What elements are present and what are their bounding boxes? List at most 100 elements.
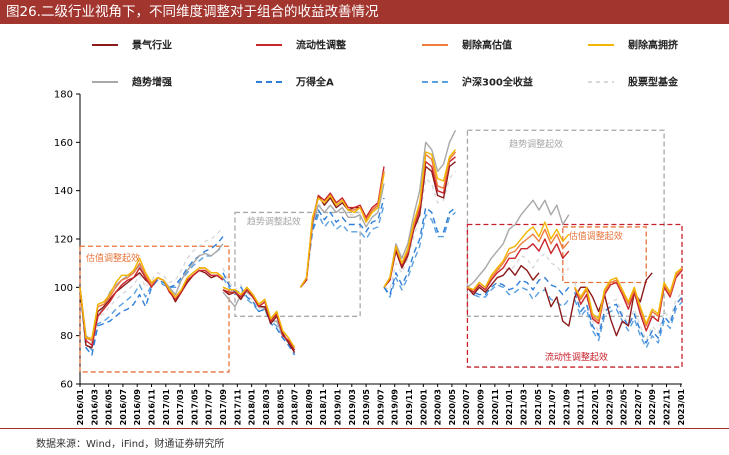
legend-label-7: 沪深300全收益	[462, 76, 533, 89]
x-tick-label: 2016/09	[133, 389, 142, 426]
legend-label-1: 景气行业	[132, 39, 172, 52]
x-tick-label: 2021/01	[505, 389, 514, 426]
series-line-5	[222, 291, 296, 353]
x-tick-label: 2018/05	[276, 389, 285, 426]
box-trend-1	[234, 211, 361, 317]
series-line-4	[222, 286, 296, 349]
x-tick-label: 2020/11	[491, 389, 500, 426]
box-valuation-2	[562, 226, 647, 284]
y-tick-label: 100	[54, 283, 73, 294]
series-line-5	[383, 129, 457, 288]
x-tick-label: 2018/01	[248, 389, 257, 426]
legend-label-2: 流动性调整	[296, 39, 346, 52]
x-tick-label: 2021/05	[534, 389, 543, 426]
x-tick-label: 2019/11	[405, 389, 414, 426]
box-liquidity	[466, 223, 683, 368]
series-line-7	[574, 299, 683, 349]
series-line-8	[574, 282, 683, 342]
series-line-5	[299, 183, 385, 288]
x-tick-label: 2021/03	[519, 389, 528, 425]
x-tick-label: 2021/07	[548, 389, 557, 425]
y-tick-label: 160	[54, 138, 73, 149]
y-tick-label: 120	[54, 235, 73, 246]
series-line-7	[466, 284, 570, 308]
series-line-3	[383, 151, 457, 288]
x-tick-label: 2017/09	[219, 389, 228, 426]
series-lines	[79, 129, 683, 356]
x-tick-label: 2018/03	[262, 389, 271, 425]
x-tick-label: 2021/09	[562, 389, 571, 426]
x-tick-label: 2020/01	[419, 389, 428, 426]
series-line-2	[222, 289, 296, 351]
series-line-4	[574, 267, 683, 325]
annotation-a4: 估值调整起效	[569, 230, 623, 242]
series-line-8	[79, 226, 224, 344]
series-line-4	[79, 257, 224, 339]
x-tick-label: 2018/07	[291, 389, 300, 425]
x-tick-label: 2019/03	[348, 389, 357, 425]
annotation-a2: 趋势调整起效	[247, 216, 301, 228]
x-tick-label: 2019/01	[333, 389, 342, 426]
chart-title: 图26.二级行业视角下，不同维度调整对于组合的收益改善情况	[0, 0, 729, 24]
series-line-4	[299, 173, 385, 288]
x-tick-label: 2019/05	[362, 389, 371, 426]
series-line-5	[466, 199, 570, 288]
series-line-8	[383, 170, 457, 291]
x-tick-label: 2016/07	[119, 389, 128, 425]
series-line-1	[466, 264, 540, 296]
series-line-7	[299, 205, 385, 288]
x-tick-label: 2023/01	[677, 389, 686, 426]
series-line-6	[222, 272, 296, 356]
series-line-7	[383, 211, 456, 298]
x-tick-label: 2022/01	[591, 389, 600, 426]
x-tick-label: 2021/11	[577, 389, 586, 426]
series-line-6	[574, 291, 683, 344]
source-note: 数据来源：Wind，iFind，财通证券研究所	[36, 439, 225, 450]
legend-label-8: 股票型基金	[628, 76, 679, 89]
x-tick-label: 2016/01	[76, 389, 85, 426]
x-tick-label: 2022/07	[634, 389, 643, 425]
x-tick-label: 2022/11	[663, 389, 672, 426]
x-tick-label: 2017/07	[205, 389, 214, 425]
x-tick-label: 2020/09	[477, 389, 486, 426]
x-tick-label: 2020/07	[462, 389, 471, 425]
legend-label-3: 剔除高估值	[461, 39, 512, 52]
x-tick-label: 2022/09	[648, 389, 657, 426]
series-line-6	[299, 197, 385, 288]
y-tick-label: 140	[54, 186, 73, 197]
y-tick-label: 180	[54, 90, 73, 101]
x-tick-label: 2019/09	[391, 389, 400, 426]
series-line-3	[79, 262, 224, 342]
series-line-7	[79, 245, 224, 351]
x-tick-label: 2018/11	[319, 389, 328, 426]
x-tick-label: 2018/09	[305, 389, 314, 426]
x-tick-label: 2017/11	[233, 389, 242, 426]
x-tick-label: 2019/07	[376, 389, 385, 425]
legend-label-6: 万得全A	[295, 76, 334, 89]
y-tick-label: 80	[60, 331, 73, 342]
x-tick-label: 2022/05	[620, 389, 629, 426]
box-trend-2	[466, 129, 665, 317]
annotation-a1: 估值调整起效	[86, 252, 140, 264]
series-line-6	[466, 277, 570, 296]
x-tick-label: 2016/11	[148, 389, 157, 426]
bottom-rule	[0, 428, 729, 429]
series-line-8	[467, 252, 570, 291]
x-tick-label: 2017/01	[162, 389, 171, 426]
x-tick-label: 2017/05	[190, 389, 199, 426]
series-line-2	[466, 238, 570, 293]
series-line-1	[222, 289, 296, 353]
y-tick-label: 60	[60, 380, 73, 391]
series-line-2	[79, 267, 224, 346]
legend-label-4: 剔除高拥挤	[627, 39, 679, 52]
x-tick-label: 2016/05	[105, 389, 114, 426]
x-tick-label: 2020/03	[434, 389, 443, 425]
annotation-a3: 趋势调整起效	[509, 138, 563, 150]
series-line-4	[383, 149, 457, 288]
series-line-6	[383, 206, 456, 296]
box-valuation-1	[79, 245, 230, 373]
